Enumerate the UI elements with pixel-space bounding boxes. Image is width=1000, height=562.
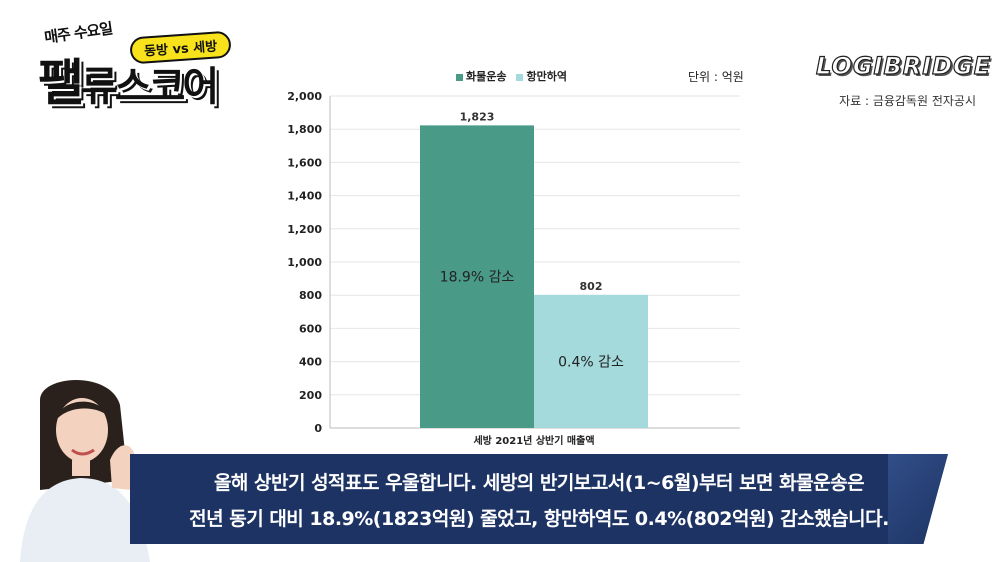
logo-title: 팰류스코어 (38, 58, 219, 110)
y-tick-label-10: 2,000 (287, 90, 322, 103)
legend-swatch-1 (516, 73, 524, 81)
show-logo: 매주 수요일 동방 vs 세방 팰류스코어 (32, 18, 232, 108)
y-tick-label-4: 800 (299, 289, 322, 302)
source-note: 자료 : 금융감독원 전자공시 (839, 94, 976, 108)
bar-inner-label-0: 18.9% 감소 (440, 270, 515, 286)
legend-item-0: 화물운송 (456, 68, 506, 84)
bar-inner-label-1: 0.4% 감소 (558, 354, 624, 370)
caption-line-2: 전년 동기 대비 18.9%(1823억원) 줄었고, 항만하역도 0.4%(8… (189, 508, 889, 530)
logo-subtitle: 매주 수요일 (43, 19, 114, 47)
bar-0 (420, 125, 534, 428)
x-category-label-0: 세방 2021년 상반기 매출액 (473, 434, 594, 447)
logo-title-big: 팰 (38, 54, 84, 112)
y-tick-label-2: 400 (299, 356, 322, 369)
legend-item-1: 항만하역 (516, 68, 567, 84)
y-tick-label-6: 1,200 (287, 223, 322, 236)
chart-canvas: 0 200 400 600 800 1,000 1,200 1,400 1,600 1,800 2,… (287, 90, 740, 447)
brand-logo: LOGIBRIDGE (815, 51, 992, 80)
bar-chart: 0 200 400 600 800 1,000 1,200 1,400 1,600 1,800 2,… (280, 60, 760, 450)
y-tick-label-9: 1,800 (287, 123, 322, 136)
bar-1 (534, 294, 648, 428)
presenter-image (20, 380, 150, 562)
bar-value-label-1: 802 (580, 280, 603, 293)
caption-bar: 올해 상반기 성적표도 우울합니다. 세방의 반기보고서(1~6월)부터 보면 … (130, 454, 948, 544)
y-tick-label-8: 1,600 (287, 156, 322, 169)
bar-value-label-0: 1,823 (460, 110, 495, 123)
legend-swatch-0 (456, 73, 463, 81)
y-tick-label-0: 0 (314, 422, 322, 435)
y-tick-label-7: 1,400 (287, 190, 322, 203)
legend-label-0: 화물운송 (466, 70, 507, 83)
y-tick-label-3: 600 (299, 322, 322, 335)
y-tick-label-1: 200 (299, 389, 322, 402)
legend-label-1: 항만하역 (526, 70, 567, 83)
caption-line-1: 올해 상반기 성적표도 우울합니다. 세방의 반기보고서(1~6월)부터 보면 … (213, 472, 865, 494)
chart-legend: 화물운송 항만하역 (456, 68, 567, 84)
y-tick-label-5: 1,000 (287, 256, 322, 269)
logo-title-rest: 류스코어 (81, 64, 219, 110)
unit-label: 단위 : 억원 (688, 70, 744, 84)
